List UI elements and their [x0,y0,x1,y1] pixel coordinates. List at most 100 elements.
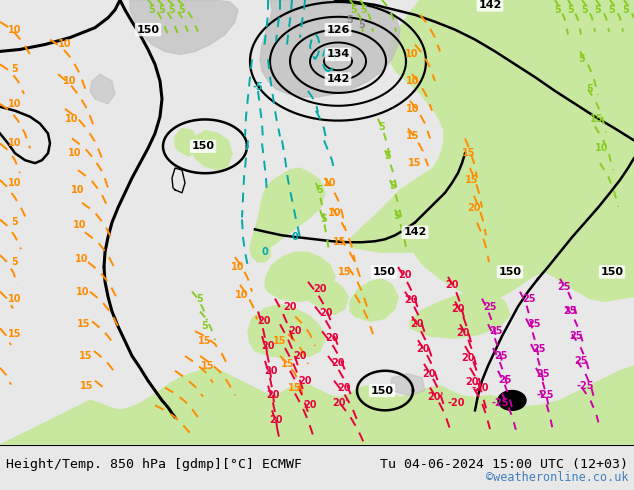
Text: 5: 5 [394,211,401,220]
Polygon shape [248,304,325,358]
Polygon shape [265,252,335,301]
Text: 20: 20 [337,383,351,392]
Text: 5: 5 [595,5,602,15]
Text: 150: 150 [370,386,394,395]
Text: 10: 10 [76,287,90,296]
Polygon shape [350,160,505,252]
Text: 15: 15 [201,361,215,371]
Text: 5: 5 [361,5,367,15]
Text: 10: 10 [65,114,79,123]
Text: 15: 15 [339,267,352,277]
Text: 10: 10 [68,148,82,158]
Text: 150: 150 [191,141,214,151]
Text: 10: 10 [405,49,418,59]
Text: Height/Temp. 850 hPa [gdmp][°C] ECMWF: Height/Temp. 850 hPa [gdmp][°C] ECMWF [6,458,302,471]
Text: 10: 10 [231,262,245,272]
Text: 142: 142 [327,74,350,84]
Text: 25: 25 [557,282,571,292]
Text: 20: 20 [303,400,317,410]
Text: 150: 150 [373,267,396,277]
Text: 5: 5 [169,5,176,15]
Text: 15: 15 [8,329,22,339]
Text: 5: 5 [202,321,209,331]
Text: 5: 5 [567,5,574,15]
Text: 150: 150 [600,267,623,277]
Polygon shape [0,366,634,445]
Polygon shape [90,74,115,104]
Text: 20: 20 [320,308,333,318]
Text: 5: 5 [581,5,588,15]
Text: 10: 10 [63,76,77,86]
Text: 20: 20 [404,294,418,305]
Polygon shape [130,0,238,54]
Polygon shape [390,374,425,395]
Text: 20: 20 [269,415,283,425]
Text: 20: 20 [462,353,475,363]
Text: 25: 25 [536,369,550,379]
Text: 10: 10 [595,143,609,153]
Text: 25: 25 [483,301,497,312]
Text: 10: 10 [58,40,72,49]
Text: 134: 134 [327,49,349,59]
Text: 5: 5 [359,20,365,30]
Text: 10: 10 [8,294,22,304]
Text: 5: 5 [586,84,593,94]
Text: -20: -20 [447,398,465,408]
Text: -25: -25 [536,391,553,400]
Text: 20: 20 [422,369,436,379]
Text: 20: 20 [398,270,411,280]
Text: 10: 10 [406,76,420,86]
Text: 20: 20 [325,333,339,343]
Text: 15: 15 [406,131,420,142]
Text: 20': 20' [332,398,348,408]
Text: 15: 15 [79,351,93,361]
Text: 5: 5 [11,257,18,267]
Text: 20: 20 [288,326,302,336]
Text: 20: 20 [261,341,275,351]
Text: 20: 20 [410,319,424,329]
Text: 15: 15 [281,359,295,369]
Text: 15: 15 [77,319,91,329]
Text: 5: 5 [347,15,353,25]
Text: 20: 20 [456,328,470,338]
Text: 15: 15 [273,336,287,346]
Text: 142: 142 [403,227,427,237]
Text: 25: 25 [489,326,503,336]
Text: 25: 25 [498,375,512,385]
Text: 15: 15 [465,175,479,185]
Text: 15: 15 [288,383,302,392]
Text: -25: -25 [576,381,594,391]
Text: 25: 25 [495,351,508,361]
Polygon shape [250,168,325,262]
Text: 10: 10 [74,220,87,230]
Polygon shape [175,128,198,156]
Text: 25: 25 [527,319,541,329]
Text: 10: 10 [71,185,85,195]
Text: 10: 10 [8,178,22,188]
Text: 5: 5 [385,151,391,161]
Text: 20: 20 [467,203,481,213]
Text: 126: 126 [327,24,350,35]
Text: 20: 20 [331,358,345,368]
Text: 15: 15 [408,158,422,168]
Text: 10: 10 [8,24,22,35]
Text: 15: 15 [198,336,212,346]
Text: 10: 10 [235,290,249,300]
Polygon shape [390,0,634,301]
Text: -20: -20 [471,383,489,392]
Text: 25: 25 [574,356,588,366]
Text: 15: 15 [81,381,94,391]
Text: 20: 20 [451,304,465,315]
Text: 5: 5 [197,294,204,304]
Text: 10: 10 [323,178,337,188]
Text: 20: 20 [445,280,459,290]
Text: 25: 25 [569,331,583,341]
Text: Tu 04-06-2024 15:00 UTC (12+03): Tu 04-06-2024 15:00 UTC (12+03) [380,458,628,471]
Text: 15: 15 [333,237,347,247]
Text: 20: 20 [264,366,278,376]
Text: ©weatheronline.co.uk: ©weatheronline.co.uk [486,471,628,484]
Polygon shape [498,391,526,410]
Text: 150: 150 [136,24,160,35]
Text: 5: 5 [555,5,561,15]
Polygon shape [350,279,398,321]
